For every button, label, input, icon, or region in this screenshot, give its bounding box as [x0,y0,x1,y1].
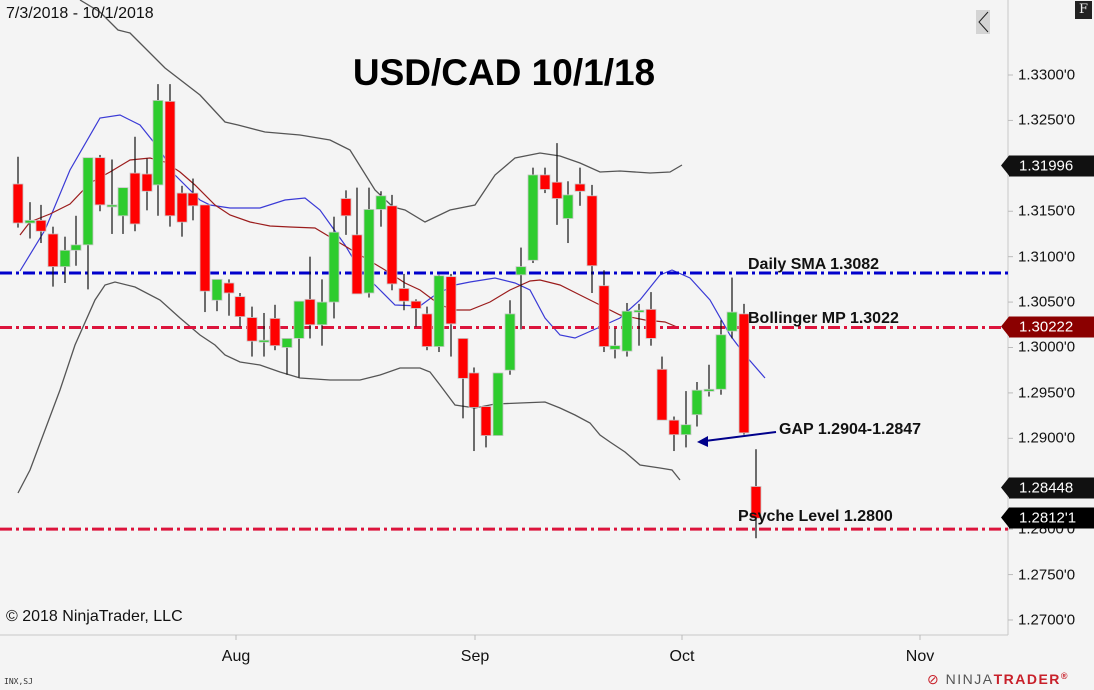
f-button[interactable]: F [1075,1,1092,19]
x-tick-label: Oct [669,648,695,665]
annotation-label: Daily SMA 1.3082 [748,256,880,273]
x-tick-marks [235,635,921,640]
y-tick-label: 1.3250'0 [1018,111,1076,129]
copyright-text: © 2018 NinjaTrader, LLC [6,608,183,625]
horizontal-levels [0,271,1008,531]
chart-title: USD/CAD 10/1/18 [352,52,656,93]
annotation-label: Psyche Level 1.2800 [738,508,893,525]
x-tick-label: Sep [460,648,490,665]
price-tag: 1.2812'1 [1001,507,1094,529]
logo-mark-icon: ⊘ [927,671,941,687]
gap-arrow [697,431,777,447]
y-tick-label: 1.3150'0 [1018,202,1076,220]
annotation-label: Bollinger MP 1.3022 [748,310,899,327]
ninjatrader-logo: ⊘ NINJATRADER® [927,671,1070,687]
y-tick-label: 1.2750'0 [1018,566,1076,584]
y-tick-label: 1.2900'0 [1018,429,1076,447]
instrument-code: INX,SJ [4,677,33,686]
price-tag: 1.30222 [1001,316,1094,338]
y-tick-label: 1.3000'0 [1018,338,1076,356]
y-tick-label: 1.2700'0 [1018,611,1076,629]
y-tick-label: 1.3050'0 [1018,293,1076,311]
date-range: 7/3/2018 - 10/1/2018 [6,5,154,22]
y-tick-label: 1.2950'0 [1018,384,1076,402]
y-tick-marks [1008,74,1013,621]
x-tick-label: Nov [905,648,935,665]
chevron-left-icon [978,11,989,33]
y-tick-label: 1.3100'0 [1018,248,1076,266]
x-tick-label: Aug [221,648,251,665]
candlesticks [12,84,762,539]
y-tick-label: 1.3300'0 [1018,66,1076,84]
annotation-label: GAP 1.2904-1.2847 [779,421,922,438]
collapse-panel-button[interactable] [976,10,990,34]
price-tag: 1.31996 [1001,155,1094,177]
price-tag: 1.28448 [1001,477,1094,499]
